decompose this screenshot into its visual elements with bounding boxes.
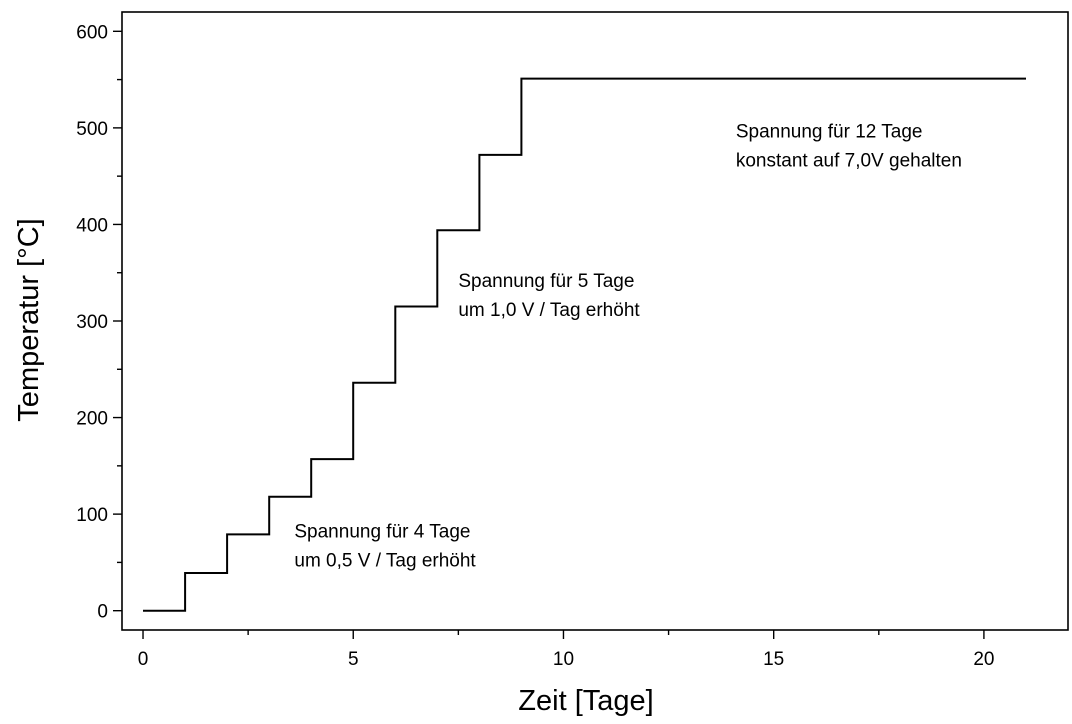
- x-tick-label: 20: [973, 649, 994, 670]
- y-tick-label: 100: [76, 505, 108, 526]
- annotation-text: konstant auf 7,0V gehalten: [736, 151, 962, 172]
- y-tick-label: 500: [76, 119, 108, 140]
- annotation-text: um 1,0 V / Tag erhöht: [458, 300, 640, 321]
- x-tick-label: 15: [763, 649, 784, 670]
- x-tick-label: 0: [138, 649, 149, 670]
- y-tick-label: 0: [97, 602, 108, 623]
- y-tick-label: 400: [76, 215, 108, 236]
- series: [143, 77, 1026, 612]
- x-axis-title: Zeit [Tage]: [518, 685, 653, 717]
- annotation-text: Spannung für 12 Tage: [736, 122, 923, 143]
- y-axis-title: Temperatur [°C]: [13, 218, 45, 421]
- annotation-text: Spannung für 4 Tage: [294, 521, 470, 542]
- annotation-text: um 0,5 V / Tag erhöht: [294, 550, 476, 571]
- y-tick-label: 300: [76, 312, 108, 333]
- ticks: [113, 30, 985, 639]
- y-tick-label: 600: [76, 22, 108, 43]
- temperature-series-line: [143, 77, 1026, 612]
- y-tick-label: 200: [76, 409, 108, 430]
- x-tick-label: 5: [348, 649, 359, 670]
- annotations: Spannung für 4 Tage um 0,5 V / Tag erhöht…: [294, 122, 962, 572]
- annotation-text: Spannung für 5 Tage: [458, 271, 634, 292]
- x-tick-label: 10: [553, 649, 574, 670]
